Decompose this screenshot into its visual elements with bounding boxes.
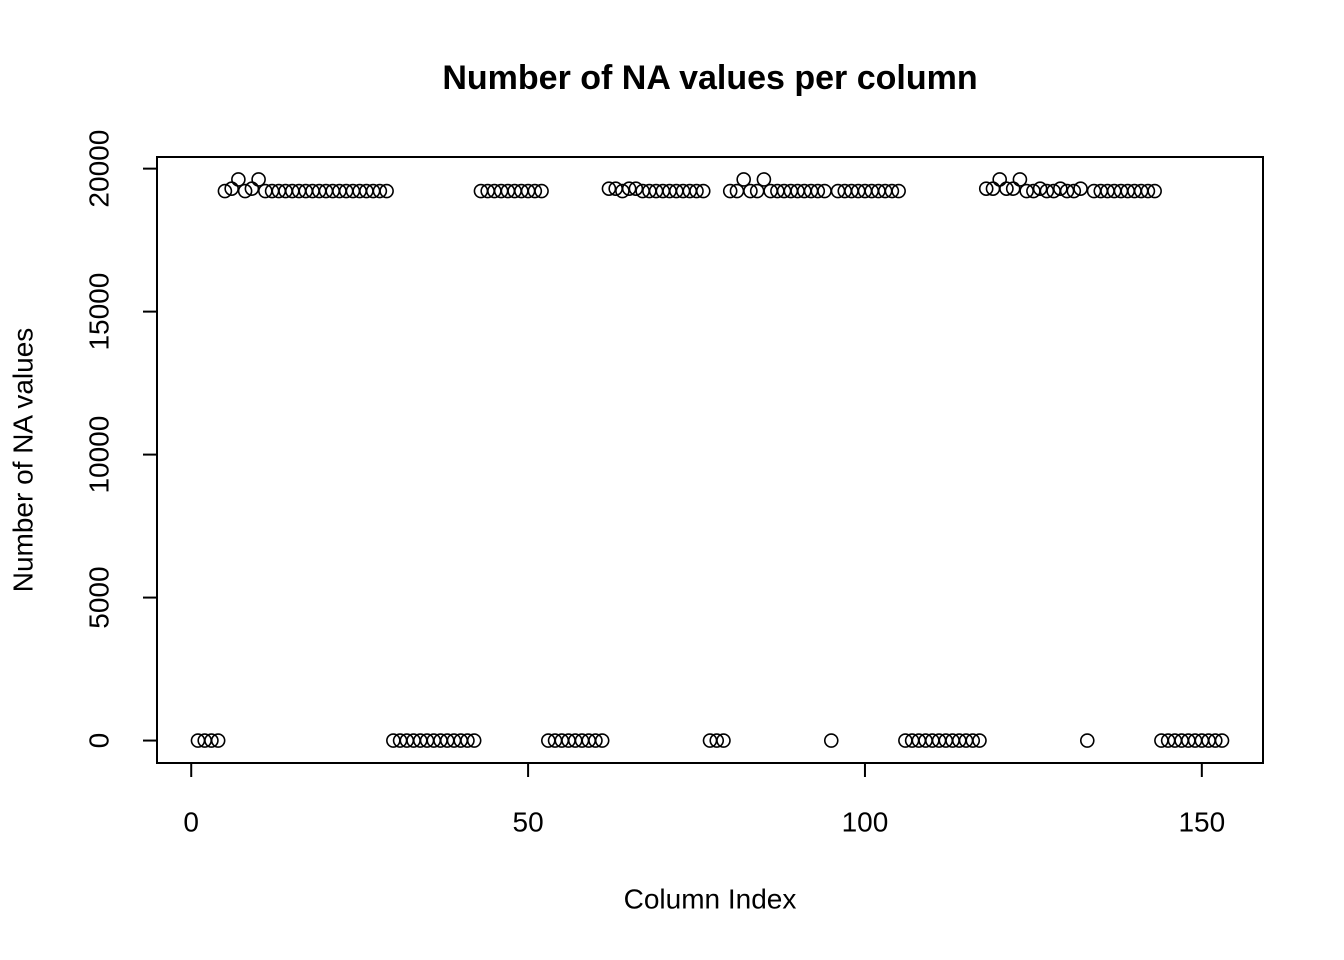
point <box>204 733 219 748</box>
point <box>1032 181 1048 196</box>
point <box>1140 183 1156 199</box>
point <box>978 181 994 196</box>
point <box>588 733 603 748</box>
point <box>237 183 253 199</box>
point <box>1066 183 1082 199</box>
point <box>823 733 839 748</box>
point <box>1073 181 1088 196</box>
point <box>621 181 637 196</box>
point <box>628 181 644 196</box>
point <box>999 181 1014 196</box>
y-tick-label: 15000 <box>83 273 114 351</box>
point <box>972 733 987 748</box>
point <box>736 172 751 187</box>
point <box>210 733 226 748</box>
point <box>1207 733 1223 748</box>
point <box>527 183 543 199</box>
x-tick-label: 50 <box>513 806 544 837</box>
point <box>1053 181 1068 196</box>
plot-box <box>156 156 1264 764</box>
x-axis-label: Column Index <box>624 883 797 914</box>
point <box>891 183 906 199</box>
point <box>1019 183 1034 199</box>
point <box>756 172 772 187</box>
y-axis-label: Number of NA values <box>7 328 38 593</box>
point <box>1147 183 1162 199</box>
point <box>1039 183 1055 199</box>
point <box>601 181 617 196</box>
point <box>251 172 266 187</box>
point <box>810 183 826 199</box>
x-tick-label: 100 <box>842 806 889 837</box>
point <box>460 733 475 748</box>
point <box>466 733 482 748</box>
point <box>594 733 610 748</box>
point <box>1214 733 1230 748</box>
point <box>1079 733 1095 748</box>
point <box>884 183 900 199</box>
point <box>1012 172 1028 187</box>
point <box>217 183 233 199</box>
y-tick-label: 10000 <box>83 416 114 494</box>
point <box>534 183 549 199</box>
point <box>965 733 981 748</box>
point <box>615 183 630 199</box>
y-tick-label: 5000 <box>83 566 114 628</box>
point <box>1059 183 1075 199</box>
point <box>231 172 246 187</box>
chart-title: Number of NA values per column <box>442 59 977 97</box>
x-tick-label: 0 <box>183 806 199 837</box>
point <box>709 733 725 748</box>
point <box>372 183 388 199</box>
point <box>743 183 758 199</box>
point <box>722 183 738 199</box>
x-tick-label: 150 <box>1178 806 1225 837</box>
point <box>689 183 704 199</box>
y-tick-label: 20000 <box>83 130 114 208</box>
point <box>992 172 1008 187</box>
y-tick-label: 0 <box>83 733 114 749</box>
point <box>379 183 394 199</box>
point <box>695 183 711 199</box>
point <box>716 733 731 748</box>
